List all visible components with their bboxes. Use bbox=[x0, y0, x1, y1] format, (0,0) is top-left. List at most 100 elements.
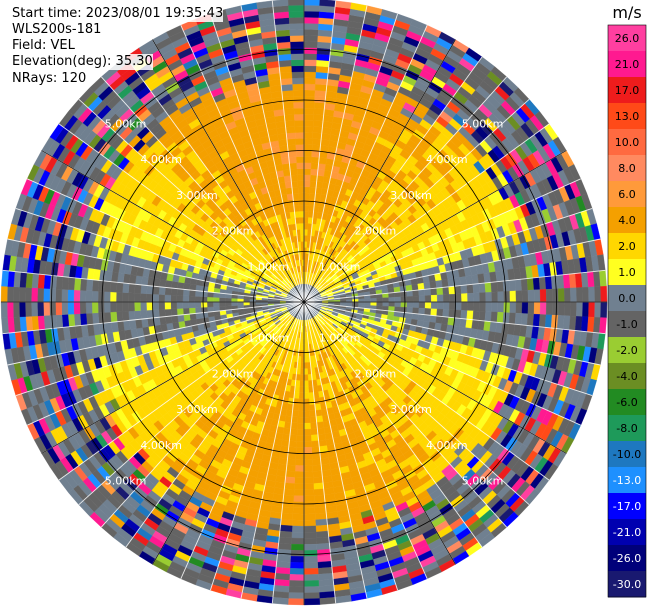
range-gate bbox=[303, 537, 317, 545]
range-gate bbox=[424, 308, 432, 316]
range-gate bbox=[509, 301, 517, 314]
range-gate bbox=[539, 301, 547, 315]
range-gate bbox=[600, 285, 608, 303]
range-gate bbox=[170, 308, 178, 317]
range-gate bbox=[545, 301, 553, 316]
range-gate bbox=[315, 77, 328, 86]
range-gate bbox=[303, 162, 312, 170]
range-gate bbox=[291, 416, 299, 424]
range-gate bbox=[515, 301, 523, 314]
range-gate bbox=[297, 410, 305, 418]
range-gate bbox=[1, 317, 9, 334]
range-gate bbox=[313, 120, 324, 128]
range-gate bbox=[417, 313, 425, 322]
range-gate bbox=[303, 447, 313, 454]
range-gate bbox=[164, 301, 172, 310]
range-gate bbox=[388, 301, 396, 307]
range-gate bbox=[520, 278, 529, 291]
range-gate bbox=[290, 422, 298, 430]
range-gate bbox=[295, 453, 305, 460]
range-gate bbox=[576, 301, 583, 317]
range-gate bbox=[303, 465, 314, 472]
range-gate bbox=[284, 415, 293, 423]
range-gate bbox=[303, 453, 313, 460]
range-gate bbox=[558, 301, 565, 316]
range-gate bbox=[176, 295, 184, 303]
range-gate bbox=[194, 296, 202, 303]
range-gate bbox=[311, 150, 320, 158]
range-gate bbox=[382, 301, 389, 307]
range-gate bbox=[49, 301, 57, 316]
range-gate bbox=[146, 285, 154, 295]
range-gate bbox=[182, 307, 190, 315]
range-gate bbox=[303, 65, 317, 73]
range-gate bbox=[73, 313, 82, 327]
range-gate bbox=[292, 513, 305, 521]
range-gate bbox=[424, 295, 432, 303]
range-gate bbox=[582, 301, 589, 318]
range-gate bbox=[310, 428, 319, 436]
range-gate bbox=[55, 275, 64, 290]
range-gate bbox=[303, 71, 317, 79]
range-gate bbox=[91, 290, 99, 303]
range-gate bbox=[12, 286, 20, 303]
range-gate bbox=[73, 301, 81, 315]
range-gate bbox=[219, 301, 226, 307]
range-gate bbox=[303, 47, 318, 55]
range-gate bbox=[527, 301, 535, 315]
range-gate bbox=[303, 574, 319, 581]
range-gate bbox=[303, 126, 314, 133]
range-gate bbox=[73, 277, 82, 291]
range-gate bbox=[182, 295, 190, 303]
range-gate bbox=[314, 90, 327, 98]
range-gate bbox=[497, 291, 505, 303]
range-gate bbox=[294, 477, 305, 484]
range-gate bbox=[315, 518, 328, 527]
range-gate bbox=[288, 440, 297, 448]
range-gate bbox=[291, 525, 305, 533]
range-gate bbox=[423, 281, 431, 290]
range-gate bbox=[134, 284, 142, 294]
range-gate bbox=[303, 0, 321, 6]
range-gate bbox=[436, 301, 444, 310]
range-gate bbox=[303, 17, 320, 24]
range-gate bbox=[6, 301, 14, 318]
range-gate bbox=[588, 301, 596, 318]
range-gate bbox=[544, 275, 553, 290]
range-gate bbox=[316, 59, 330, 68]
range-gate bbox=[55, 314, 64, 329]
range-gate bbox=[509, 290, 517, 303]
range-gate bbox=[278, 536, 292, 545]
range-gate bbox=[43, 274, 52, 289]
range-gate bbox=[503, 301, 511, 313]
range-gate bbox=[283, 421, 292, 429]
range-gate bbox=[12, 301, 20, 318]
range-gate bbox=[299, 380, 305, 387]
range-gate bbox=[532, 313, 541, 327]
range-gate bbox=[303, 138, 313, 145]
range-gate bbox=[291, 531, 305, 539]
range-gate bbox=[176, 301, 184, 309]
range-gate bbox=[303, 362, 308, 369]
range-gate bbox=[296, 428, 305, 436]
range-gate bbox=[281, 439, 290, 447]
range-gate bbox=[303, 156, 312, 163]
range-gate bbox=[110, 281, 118, 293]
range-gate bbox=[461, 301, 468, 311]
range-gate bbox=[97, 301, 105, 313]
range-gate bbox=[146, 309, 154, 319]
range-gate bbox=[303, 192, 310, 200]
range-gate bbox=[309, 180, 317, 188]
range-gate bbox=[188, 295, 196, 303]
range-gate bbox=[388, 297, 396, 303]
range-gate bbox=[310, 174, 318, 182]
range-gate bbox=[171, 280, 179, 289]
range-gate bbox=[317, 554, 332, 563]
range-gate bbox=[140, 284, 148, 294]
range-gate bbox=[303, 568, 319, 575]
range-gate bbox=[286, 464, 296, 472]
range-gate bbox=[319, 0, 336, 7]
range-gate bbox=[564, 301, 571, 317]
range-gate bbox=[188, 301, 196, 309]
